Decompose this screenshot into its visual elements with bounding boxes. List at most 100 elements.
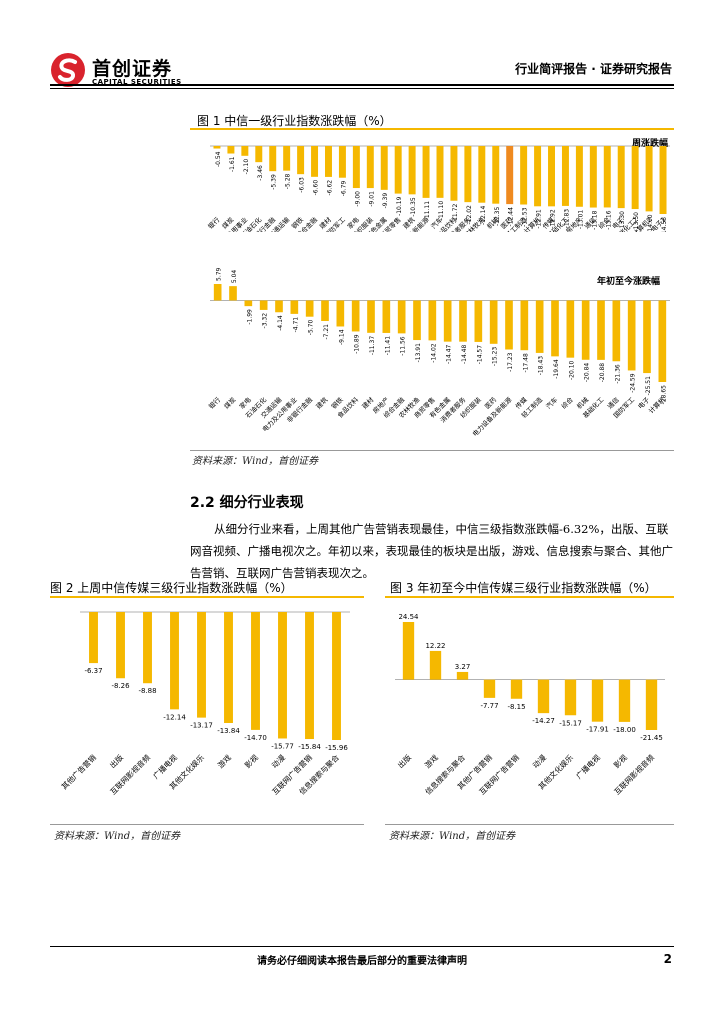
bar: [456, 671, 469, 680]
data-label: -12.83: [563, 209, 570, 229]
bar: [366, 146, 374, 189]
bar: [351, 300, 360, 332]
data-label: -20.84: [584, 363, 591, 383]
bar: [436, 146, 444, 198]
data-label: 5.79: [216, 267, 223, 281]
data-label: -14.48: [461, 344, 468, 364]
data-label: -2.10: [243, 159, 250, 175]
bar: [537, 679, 550, 714]
bar: [259, 300, 268, 310]
data-label: -11.10: [438, 201, 445, 221]
data-label: -12.14: [163, 713, 186, 721]
bar: [89, 612, 98, 664]
data-label: -1.99: [246, 309, 253, 325]
data-label: -12.53: [522, 207, 529, 227]
data-label: -12.44: [508, 207, 515, 227]
bar: [575, 146, 583, 207]
data-label: -20.88: [599, 363, 606, 383]
data-label: -10.89: [354, 334, 361, 354]
bar: [305, 300, 314, 317]
bar: [505, 300, 513, 350]
bar: [332, 612, 341, 740]
data-label: -11.72: [452, 204, 459, 224]
bar: [338, 146, 346, 178]
company-name-en: CAPITAL SECURITIES: [92, 78, 182, 86]
bar: [489, 300, 498, 344]
header-rule-thin: [50, 88, 674, 89]
data-label: -8.88: [138, 687, 156, 695]
bar: [566, 300, 575, 358]
figure1-weekly-chart: 周涨跌幅-0.54银行-1.61煤炭-2.10电力及公用事业-3.46石油石化-…: [206, 137, 670, 232]
bar: [428, 300, 437, 341]
category-label: 汽车: [544, 395, 560, 411]
data-label: -3.46: [257, 165, 264, 181]
bar: [283, 146, 291, 171]
bar: [506, 146, 514, 205]
bar: [413, 300, 421, 341]
bar: [290, 300, 299, 314]
bar: [380, 146, 388, 190]
data-label: -17.48: [522, 353, 529, 373]
data-label: 12.22: [425, 642, 445, 650]
data-label: -14.56: [661, 217, 668, 232]
data-label: -15.17: [559, 719, 582, 727]
data-label: -14.02: [430, 343, 437, 363]
data-label: 5.04: [231, 270, 238, 284]
figure2-source-rule: [50, 824, 364, 825]
bar: [143, 612, 152, 684]
data-label: -9.00: [354, 191, 361, 207]
category-label: 其他广告营销: [59, 752, 98, 791]
category-label: 游戏: [422, 752, 440, 770]
bar: [478, 146, 486, 203]
data-label: -0.54: [215, 151, 222, 167]
bar: [311, 146, 319, 177]
data-label: -8.15: [507, 703, 525, 711]
bar: [443, 300, 452, 342]
bar: [352, 146, 360, 189]
figure3-source: 资料来源：Wind，首创证券: [389, 831, 516, 842]
bar: [213, 284, 222, 301]
bar: [617, 146, 625, 209]
bar: [618, 679, 631, 722]
data-label: -13.18: [591, 210, 598, 230]
category-label: 动漫: [530, 752, 548, 770]
data-label: -13.50: [633, 212, 640, 232]
data-label: -18.43: [538, 356, 545, 376]
bar: [612, 300, 621, 362]
data-label: -9.39: [382, 193, 389, 209]
data-label: -6.03: [299, 177, 306, 193]
data-label: -21.36: [614, 364, 621, 384]
chart-title: 周涨跌幅: [632, 137, 668, 149]
figure3-title: 图 3 年初至今中信传媒三级行业指数涨跌幅（%）: [390, 581, 657, 595]
data-label: -11.37: [369, 336, 376, 356]
category-label: 游戏: [215, 752, 233, 770]
data-label: -1.61: [229, 156, 236, 172]
data-label: -10.35: [410, 197, 417, 217]
category-label: 银行: [206, 215, 222, 231]
category-label: 出版: [107, 752, 125, 770]
category-label: 煤炭: [222, 395, 238, 411]
bar: [627, 300, 636, 371]
report-type: 行业简评报告 · 证券研究报告: [515, 62, 672, 76]
bar: [278, 612, 287, 739]
bar: [643, 300, 651, 374]
footer-note: 请务必仔细阅读本报告最后部分的重要法律声明: [257, 956, 467, 967]
data-label: -5.39: [271, 174, 278, 190]
bar: [645, 679, 658, 730]
bar: [269, 146, 277, 172]
bar: [408, 146, 416, 195]
bar: [591, 679, 604, 722]
bar: [520, 300, 529, 351]
figure1-rule: [190, 128, 674, 130]
figure3-rule: [385, 596, 674, 598]
bar: [382, 300, 391, 333]
data-label: -15.84: [298, 743, 321, 751]
bar: [658, 300, 667, 382]
data-label: -7.21: [323, 324, 330, 340]
bar: [535, 300, 544, 353]
category-label: 出版: [395, 752, 413, 770]
figure1-source-rule: [190, 450, 674, 451]
data-label: -14.70: [244, 734, 267, 742]
data-label: -6.62: [326, 180, 333, 196]
data-label: -13.01: [577, 210, 584, 230]
